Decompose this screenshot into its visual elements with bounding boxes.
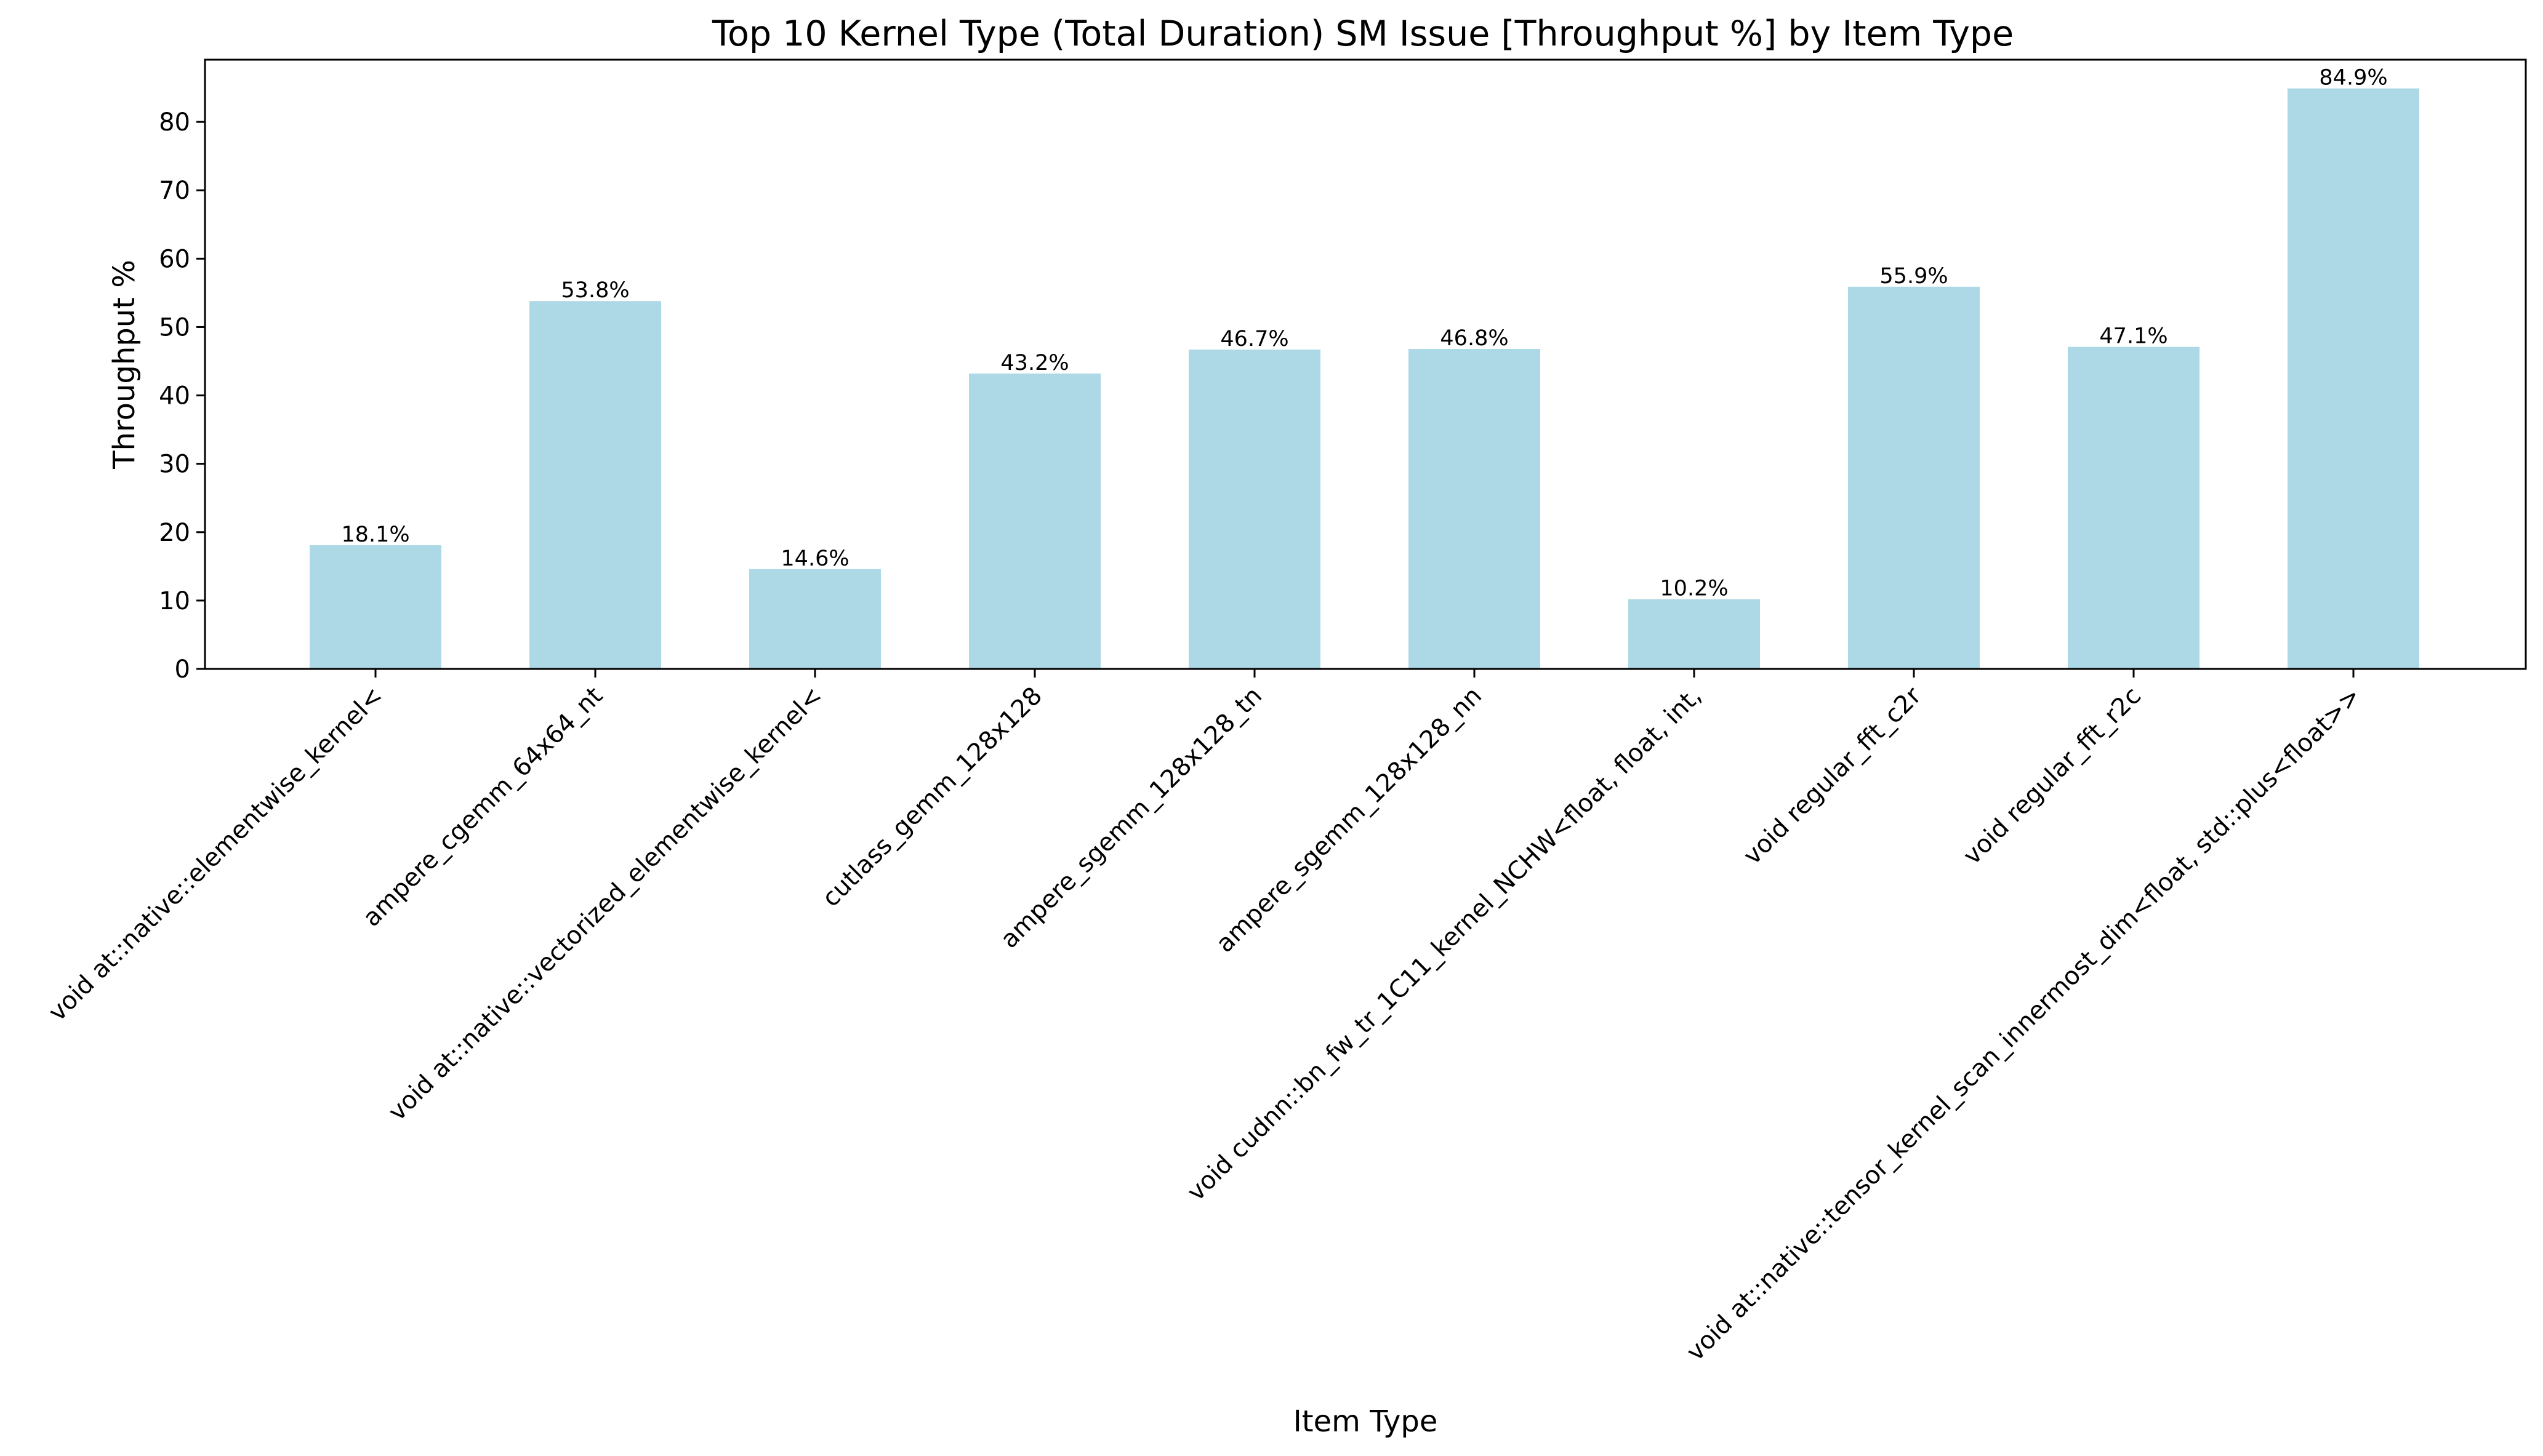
bar-value-label: 53.8%: [561, 278, 629, 303]
y-tick-label: 40: [159, 382, 190, 410]
bars-layer: [310, 88, 2419, 669]
bar-value-label: 46.7%: [1220, 327, 1288, 351]
plot-frame: [204, 58, 2527, 670]
x-tick-label: ampere_sgemm_128x128_tn: [995, 682, 1268, 954]
bar: [749, 569, 881, 669]
bar: [969, 374, 1101, 669]
x-axis-title: Item Type: [1293, 1404, 1438, 1439]
bar: [529, 301, 661, 669]
x-tick-label: void at::native::vectorized_elementwise_…: [383, 682, 828, 1127]
bar: [1408, 349, 1540, 669]
bar-value-label: 18.1%: [341, 522, 409, 547]
bar-value-label: 10.2%: [1660, 577, 1728, 601]
x-tick-label: void regular_fft_c2r: [1738, 681, 1927, 870]
bar-value-label: 47.1%: [2099, 324, 2167, 349]
bar-value-label: 14.6%: [781, 546, 849, 571]
x-tick-label: void regular_fft_r2c: [1958, 682, 2147, 871]
bar-value-label: 43.2%: [1000, 351, 1069, 375]
x-axis: void at::native::elementwise_kernel<ampe…: [43, 669, 2366, 1367]
bar-value-label: 84.9%: [2319, 66, 2387, 90]
x-tick-label: ampere_cgemm_64x64_nt: [358, 682, 608, 932]
y-tick-label: 30: [159, 450, 190, 479]
y-tick-label: 50: [159, 313, 190, 342]
y-tick-label: 0: [175, 655, 190, 684]
y-tick-label: 70: [159, 177, 190, 205]
bar: [2288, 88, 2419, 669]
y-axis: 0 10 20 30 40 50 60 70 80: [159, 108, 205, 684]
x-tick-label: void at::native::elementwise_kernel<: [43, 682, 388, 1027]
x-tick-label: cutlass_gemm_128x128: [817, 682, 1048, 913]
bar-value-label: 55.9%: [1879, 264, 1948, 289]
y-tick-label: 60: [159, 245, 190, 273]
y-axis-title: Throughput %: [107, 260, 142, 470]
bar: [1189, 350, 1320, 669]
bar: [1628, 599, 1760, 669]
x-tick-label: ampere_sgemm_128x128_nn: [1211, 682, 1487, 958]
y-tick-label: 10: [159, 587, 190, 615]
bar: [310, 545, 441, 669]
y-tick-label: 20: [159, 519, 190, 547]
bar: [2068, 346, 2200, 669]
bar-value-label: 46.8%: [1440, 326, 1508, 351]
x-tick-label: void cudnn::bn_fw_tr_1C11_kernel_NCHW<fl…: [1182, 682, 1707, 1207]
bar-value-labels: 18.1% 53.8% 14.6% 43.2% 46.7% 46.8% 10.2% 55.9%…: [341, 66, 2387, 601]
chart-title: Top 10 Kernel Type (Total Duration) SM I…: [712, 14, 2014, 54]
y-tick-label: 80: [159, 108, 190, 137]
bar: [1848, 286, 1980, 669]
